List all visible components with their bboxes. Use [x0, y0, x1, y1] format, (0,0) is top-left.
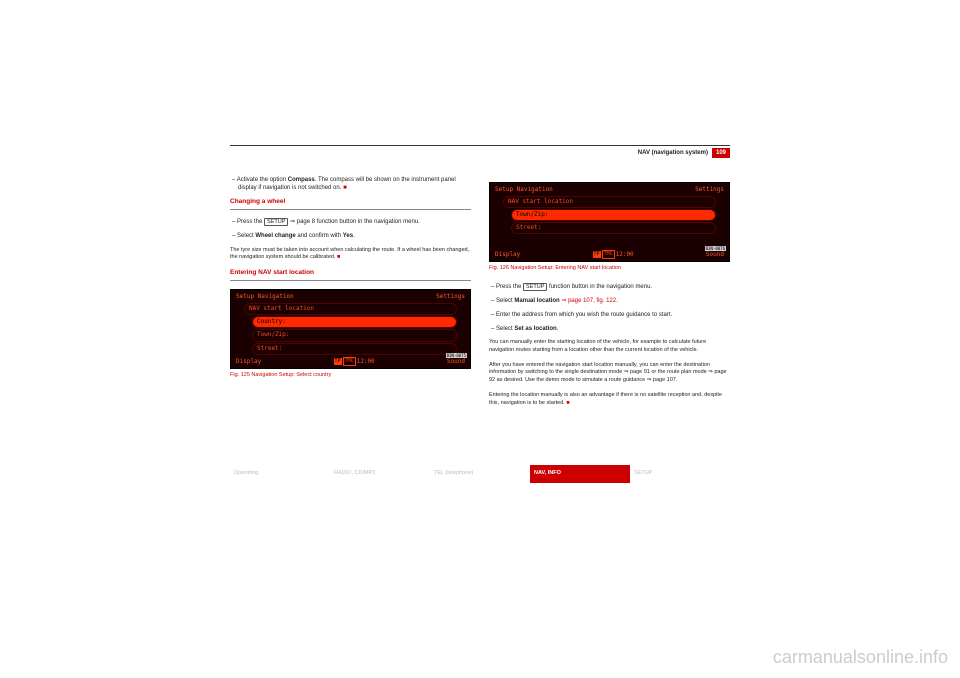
text-bold: Set as location	[514, 326, 556, 332]
tab-operating: Operating	[230, 465, 330, 482]
heading-nav-start: Entering NAV start location	[230, 269, 471, 281]
body-text: Activate the option Compass. The compass…	[230, 176, 471, 192]
screen-chips: TP TMC 12:00	[593, 250, 634, 259]
text: Press the	[496, 284, 523, 290]
body-text-small: You can manually enter the starting loca…	[489, 339, 730, 354]
heading-changing-wheel: Changing a wheel	[230, 198, 471, 210]
watermark: carmanualsonline.info	[773, 647, 948, 668]
screen-row: Street:	[252, 343, 457, 355]
screen-title-left: Setup Navigation	[495, 186, 553, 194]
text: Entering the location manually is also a…	[489, 392, 722, 405]
text: and confirm with	[296, 233, 343, 239]
screen-time: 12:00	[616, 251, 634, 259]
text: ⇒ page 8 function button in the navigati…	[288, 219, 419, 225]
text: Select	[496, 298, 514, 304]
tab-radio: RADIO, CD/MP3	[330, 465, 430, 482]
figure-caption: Fig. 125 Navigation Setup: Select countr…	[230, 372, 471, 379]
screen-titlebar: Setup Navigation Settings	[495, 186, 724, 194]
left-column: Activate the option Compass. The compass…	[230, 176, 471, 415]
text: .	[353, 233, 355, 239]
screen-br: Sound	[447, 358, 465, 366]
nav-screen-fig125: Setup Navigation Settings NAV start loca…	[230, 289, 471, 369]
tab-tel: TEL (telephone)	[430, 465, 530, 482]
body-text: Select Wheel change and confirm with Yes…	[230, 232, 471, 240]
screen-bl: Display	[495, 251, 520, 259]
tmc-chip: TMC	[343, 357, 356, 366]
text: Select	[237, 233, 255, 239]
tp-chip: TP	[593, 251, 601, 258]
screen-title-right: Settings	[695, 186, 724, 194]
setup-key: SETUP	[523, 283, 547, 291]
screen-row-highlight: Town/Zip:	[511, 209, 716, 221]
screen-row: NAV start location	[503, 196, 716, 208]
content-columns: Activate the option Compass. The compass…	[230, 176, 730, 415]
figure-caption: Fig. 126 Navigation Setup: Entering NAV …	[489, 265, 730, 272]
right-column: Setup Navigation Settings NAV start loca…	[489, 176, 730, 415]
stop-icon: ■	[337, 254, 340, 260]
stop-icon: ■	[566, 400, 569, 406]
tab-nav-info: NAV, INFO	[530, 465, 630, 482]
text: Activate the option	[237, 177, 288, 183]
screen-time: 12:00	[357, 358, 375, 366]
body-text: Press the SETUP ⇒ page 8 function button…	[230, 218, 471, 226]
text: The tyre size must be taken into account…	[230, 247, 469, 260]
screen-bl: Display	[236, 358, 261, 366]
tab-setup: SETUP	[630, 465, 730, 482]
screen-bottombar: Display TP TMC 12:00 Sound	[495, 250, 724, 259]
text-bold: Wheel change	[255, 233, 295, 239]
screen-row: NAV start location	[244, 303, 457, 315]
text: .	[616, 298, 618, 304]
xref: ⇒ page 107, fig. 122	[560, 298, 616, 304]
text: Select	[496, 326, 514, 332]
body-text: Select Set as location.	[489, 325, 730, 333]
text: Press the	[237, 219, 264, 225]
tp-chip: TP	[334, 358, 342, 365]
body-text-small: The tyre size must be taken into account…	[230, 247, 471, 262]
screen-br: Sound	[706, 251, 724, 259]
footer-tabs: Operating RADIO, CD/MP3 TEL (telephone) …	[230, 465, 730, 482]
screen-row-highlight: Country:	[252, 316, 457, 328]
text-bold: Manual location	[514, 298, 559, 304]
body-text-small: After you have entered the navigation st…	[489, 362, 730, 384]
text: .	[557, 326, 559, 332]
section-title: NAV (navigation system)	[638, 149, 708, 157]
body-text-small: Entering the location manually is also a…	[489, 392, 730, 407]
screen-row: Town/Zip:	[252, 329, 457, 341]
top-rule	[230, 145, 730, 146]
image-code: B3N-0076	[705, 246, 726, 251]
screen-title-right: Settings	[436, 293, 465, 301]
page-header: NAV (navigation system) 109	[230, 148, 730, 158]
setup-key: SETUP	[264, 218, 288, 226]
nav-screen-fig126: Setup Navigation Settings NAV start loca…	[489, 182, 730, 262]
tmc-chip: TMC	[602, 250, 615, 259]
screen-row: Street:	[511, 222, 716, 234]
text-bold: Yes	[343, 233, 353, 239]
body-text: Press the SETUP function button in the n…	[489, 283, 730, 291]
image-code: B3N-0075	[446, 353, 467, 358]
body-text: Enter the address from which you wish th…	[489, 311, 730, 319]
screen-title-left: Setup Navigation	[236, 293, 294, 301]
body-text: Select Manual location ⇒ page 107, fig. …	[489, 297, 730, 305]
manual-page: NAV (navigation system) 109 Activate the…	[230, 145, 730, 483]
stop-icon: ■	[343, 185, 347, 191]
text: function button in the navigation menu.	[547, 284, 652, 290]
screen-titlebar: Setup Navigation Settings	[236, 293, 465, 301]
screen-chips: TP TMC 12:00	[334, 357, 375, 366]
page-number: 109	[712, 148, 730, 158]
text-bold: Compass	[288, 177, 315, 183]
screen-bottombar: Display TP TMC 12:00 Sound	[236, 357, 465, 366]
